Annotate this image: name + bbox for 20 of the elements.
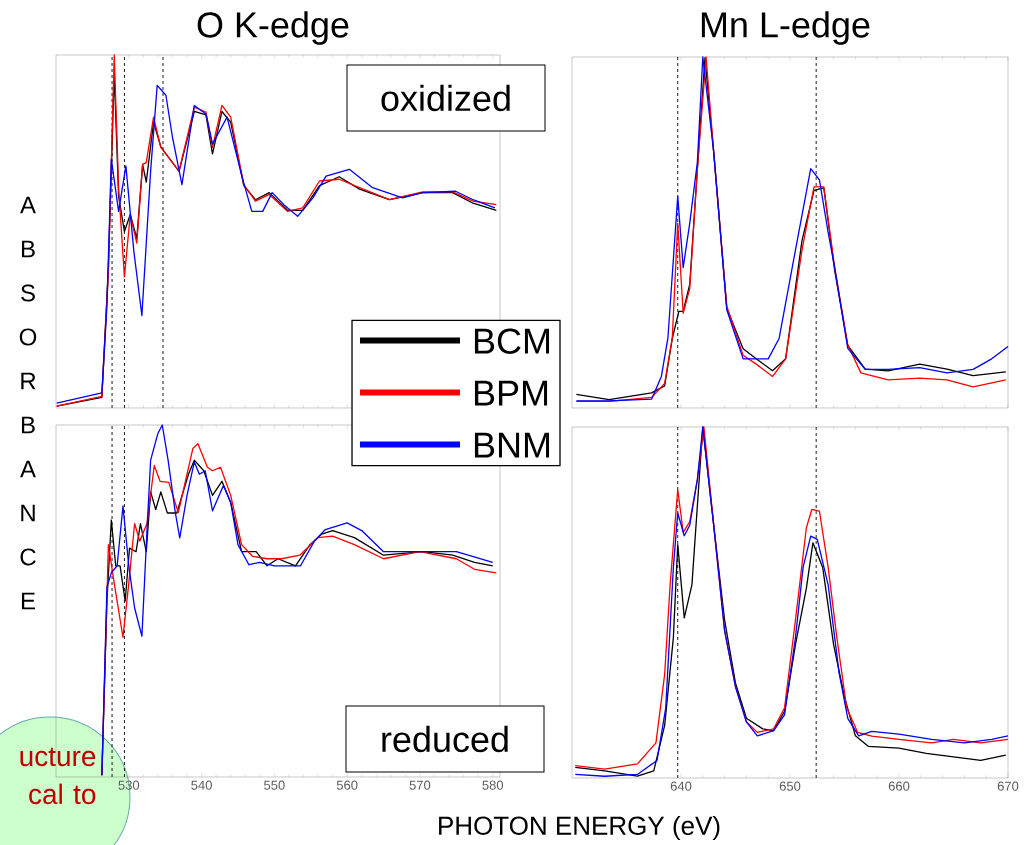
legend-label: BNM (474, 432, 550, 458)
x-tick-label: 550 (264, 780, 285, 790)
annotation: oxidized (381, 84, 510, 112)
annotation: ucture cal to (20, 747, 96, 805)
x-tick-label: 530 (118, 780, 140, 790)
legend-label: BPM (474, 380, 548, 406)
x-tick-label: 540 (191, 780, 212, 790)
x-tick-label: 560 (336, 780, 358, 790)
x-tick-label: 660 (888, 781, 910, 791)
x-tick-label: 650 (779, 781, 801, 791)
x-tick-label: 570 (409, 780, 431, 790)
x-tick-label: 670 (997, 781, 1019, 791)
legend-label: BCM (474, 328, 550, 354)
x-tick-label: 580 (482, 780, 504, 790)
chart-title: O K-edge (197, 11, 349, 45)
chart-title: Mn L-edge (701, 11, 870, 45)
annotation: reduced (382, 725, 508, 753)
x-axis-title: PHOTON ENERGY (eV) (439, 815, 720, 841)
x-tick-label: 640 (670, 781, 692, 791)
text: ABSORBANCE (19, 196, 37, 610)
